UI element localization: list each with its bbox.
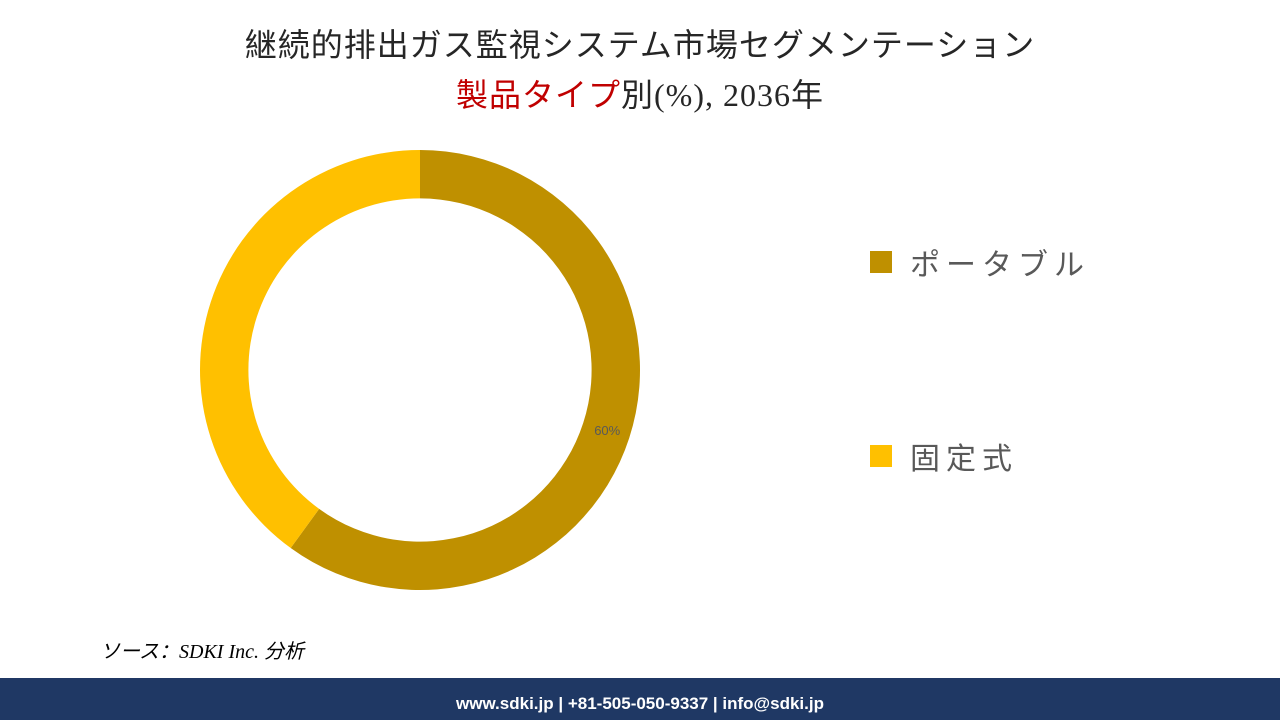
title-line-1: 継続的排出ガス監視システム市場セグメンテーション (0, 20, 1280, 66)
legend-swatch (870, 251, 892, 273)
slice-percent-label: 60% (594, 423, 620, 438)
donut-chart: 60% (180, 130, 660, 610)
slide: 継続的排出ガス監視システム市場セグメンテーション 製品タイプ別(%), 2036… (0, 0, 1280, 720)
legend-label: ポータブル (910, 240, 1090, 284)
donut-slice-1 (200, 150, 420, 548)
legend: ポータブル 固定式 (870, 240, 1090, 628)
legend-label: 固定式 (910, 434, 1018, 478)
footer-contact: www.sdki.jp | +81-505-050-9337 | info@sd… (0, 694, 1280, 714)
donut-svg (180, 130, 660, 610)
title-highlight: 製品タイプ (456, 77, 621, 113)
chart-title: 継続的排出ガス監視システム市場セグメンテーション 製品タイプ別(%), 2036… (0, 20, 1280, 116)
source-attribution: ソース：SDKI Inc. 分析 (100, 635, 304, 664)
title-rest: 別(%), 2036年 (621, 77, 824, 113)
legend-item-portable: ポータブル (870, 240, 1090, 284)
title-line-2: 製品タイプ別(%), 2036年 (0, 70, 1280, 116)
legend-item-fixed: 固定式 (870, 434, 1090, 478)
legend-swatch (870, 445, 892, 467)
